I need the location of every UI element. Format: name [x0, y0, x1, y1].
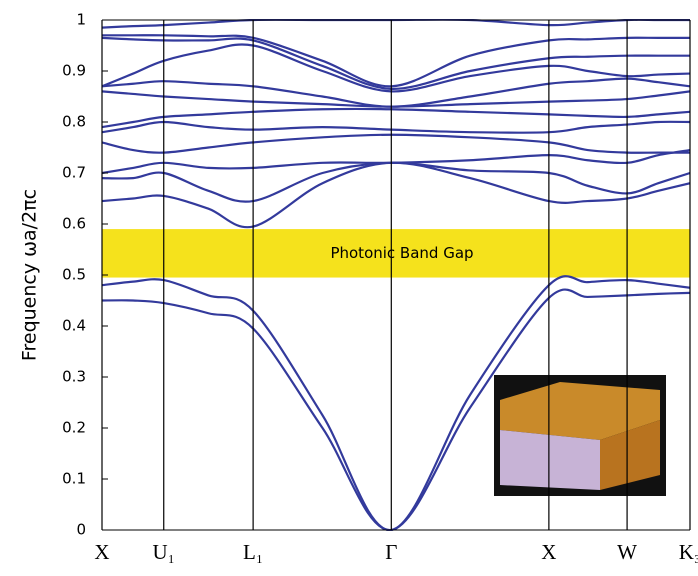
x-tick-label: X — [541, 540, 556, 564]
y-tick-label: 0.9 — [62, 62, 86, 80]
inset-front — [500, 430, 600, 490]
band-line — [102, 19, 690, 29]
band-line — [102, 161, 690, 229]
band-gap-label: Photonic Band Gap — [330, 244, 473, 262]
x-tick-label: L₁ — [243, 540, 263, 564]
y-axis-label: Frequency ωa/2πc — [19, 189, 41, 361]
band-line — [102, 148, 690, 175]
band-line — [102, 36, 690, 90]
y-tick-label: 0.5 — [62, 266, 86, 284]
y-tick-label: 0.6 — [62, 215, 86, 233]
x-tick-label: U₁ — [152, 540, 175, 564]
y-tick-label: 0.3 — [62, 368, 86, 386]
y-tick-label: 0.1 — [62, 470, 86, 488]
band-line — [102, 43, 690, 93]
x-tick-label: K₃ — [679, 540, 698, 564]
band-line — [102, 120, 690, 134]
x-tick-label: Γ — [385, 540, 397, 564]
band-line — [102, 77, 690, 108]
y-tick-label: 1 — [76, 11, 86, 29]
band-line — [102, 34, 690, 88]
band-line — [102, 133, 690, 154]
y-tick-label: 0.8 — [62, 113, 86, 131]
inset-image — [494, 375, 666, 496]
x-tick-label: W — [617, 540, 637, 564]
band-gap — [102, 229, 690, 278]
x-tick-label: X — [94, 540, 109, 564]
inset-side — [600, 420, 660, 490]
band-line — [102, 90, 690, 108]
y-tick-label: 0.7 — [62, 164, 86, 182]
band-line — [102, 161, 690, 203]
y-tick-label: 0.2 — [62, 419, 86, 437]
y-tick-label: 0.4 — [62, 317, 86, 335]
y-tick-label: 0 — [76, 521, 86, 539]
inset-top — [500, 382, 660, 440]
